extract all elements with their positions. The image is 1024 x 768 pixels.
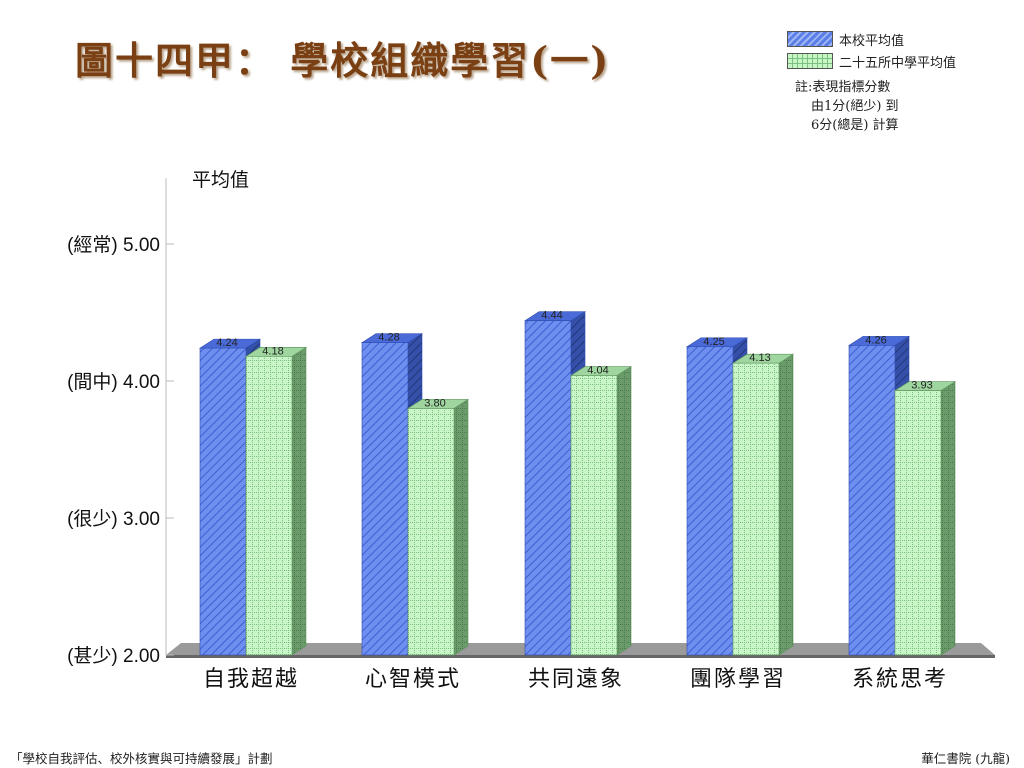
bar-4-1 xyxy=(893,381,957,656)
bar-front-4-1 xyxy=(894,390,942,656)
legend-item-school: 本校平均值 xyxy=(787,28,956,50)
x-tick-label-1: 心智模式 xyxy=(365,667,461,692)
legend-label-school: 本校平均值 xyxy=(839,33,905,49)
data-label-1-0: 4.28 xyxy=(378,332,399,344)
bar-side-0-1 xyxy=(291,346,307,656)
bar-front-3-0 xyxy=(686,346,734,656)
bar-front-0-0 xyxy=(199,347,247,656)
bar-front-1-1 xyxy=(407,408,455,656)
floor-edge xyxy=(166,655,995,658)
data-label-4-1: 3.93 xyxy=(911,380,932,392)
legend-item-avg25: 二十五所中學平均值 xyxy=(787,50,956,72)
bar-front-2-0 xyxy=(524,320,572,656)
bar-chart: (經常) 5.00 (間中) 4.00 (很少) 3.00 (甚少) 2.00 4.2… xyxy=(67,169,995,692)
y-tick-label-0: (經常) 5.00 xyxy=(67,234,160,256)
data-label-2-1: 4.04 xyxy=(587,365,608,377)
bar-side-2-1 xyxy=(616,365,632,656)
data-label-1-1: 3.80 xyxy=(424,397,445,409)
data-label-0-1: 4.18 xyxy=(262,345,283,357)
page-title: 圖十四甲： 學校組織學習(一) xyxy=(75,38,611,83)
footer-school: 華仁書院 (九龍) xyxy=(921,751,1010,766)
note-line-1: 註:表現指標分數 xyxy=(795,80,891,95)
data-label-4-0: 4.26 xyxy=(865,334,886,346)
y-tick-label-1: (間中) 4.00 xyxy=(67,371,160,393)
x-tick-label-0: 自我超越 xyxy=(203,667,299,692)
bar-front-1-0 xyxy=(361,342,409,656)
data-label-3-0: 4.25 xyxy=(703,336,724,348)
note-line-3: 6分(總是) 計算 xyxy=(811,118,899,133)
score-note: 註:表現指標分數 由1分(絕少) 到 6分(總是) 計算 xyxy=(795,78,899,135)
x-tick-label-4: 系統思考 xyxy=(852,667,948,692)
data-labels: 4.24 4.18 4.28 3.80 4.44 4.04 4.25 4.13 4.26 3.93 xyxy=(216,310,932,410)
legend-swatch-avg25 xyxy=(787,53,833,69)
x-axis-labels: 自我超越 心智模式 共同遠象 團隊學習 系統思考 xyxy=(203,667,948,692)
bar-side-3-1 xyxy=(778,353,794,656)
legend-swatch-school xyxy=(787,31,833,47)
x-tick-label-3: 團隊學習 xyxy=(690,667,786,692)
data-label-0-0: 4.24 xyxy=(216,337,237,349)
bar-side-1-1 xyxy=(453,398,469,656)
bar-front-0-1 xyxy=(245,356,293,656)
bar-front-4-0 xyxy=(848,345,896,656)
bar-side-4-1 xyxy=(940,381,956,656)
footer-project: 「學校自我評估、校外核實與可持續發展」計劃 xyxy=(10,751,273,766)
data-label-3-1: 4.13 xyxy=(749,352,770,364)
x-tick-label-2: 共同遠象 xyxy=(528,667,624,692)
y-axis-title: 平均值 xyxy=(192,169,249,191)
y-tick-label-2: (很少) 3.00 xyxy=(67,508,160,530)
legend-label-avg25: 二十五所中學平均值 xyxy=(839,55,957,71)
bar-0-1 xyxy=(244,346,308,656)
y-tick-label-3: (甚少) 2.00 xyxy=(67,645,160,667)
data-label-2-0: 4.44 xyxy=(541,310,562,322)
bar-front-2-1 xyxy=(570,375,618,656)
chart-legend: 本校平均值 二十五所中學平均值 xyxy=(787,28,956,72)
note-line-2: 由1分(絕少) 到 xyxy=(811,99,899,114)
bar-front-3-1 xyxy=(732,362,780,656)
bar-2-1 xyxy=(569,365,633,656)
y-axis: (經常) 5.00 (間中) 4.00 (很少) 3.00 (甚少) 2.00 xyxy=(67,178,174,667)
bar-1-1 xyxy=(406,398,470,656)
bar-3-1 xyxy=(731,353,795,656)
bars xyxy=(198,311,957,656)
